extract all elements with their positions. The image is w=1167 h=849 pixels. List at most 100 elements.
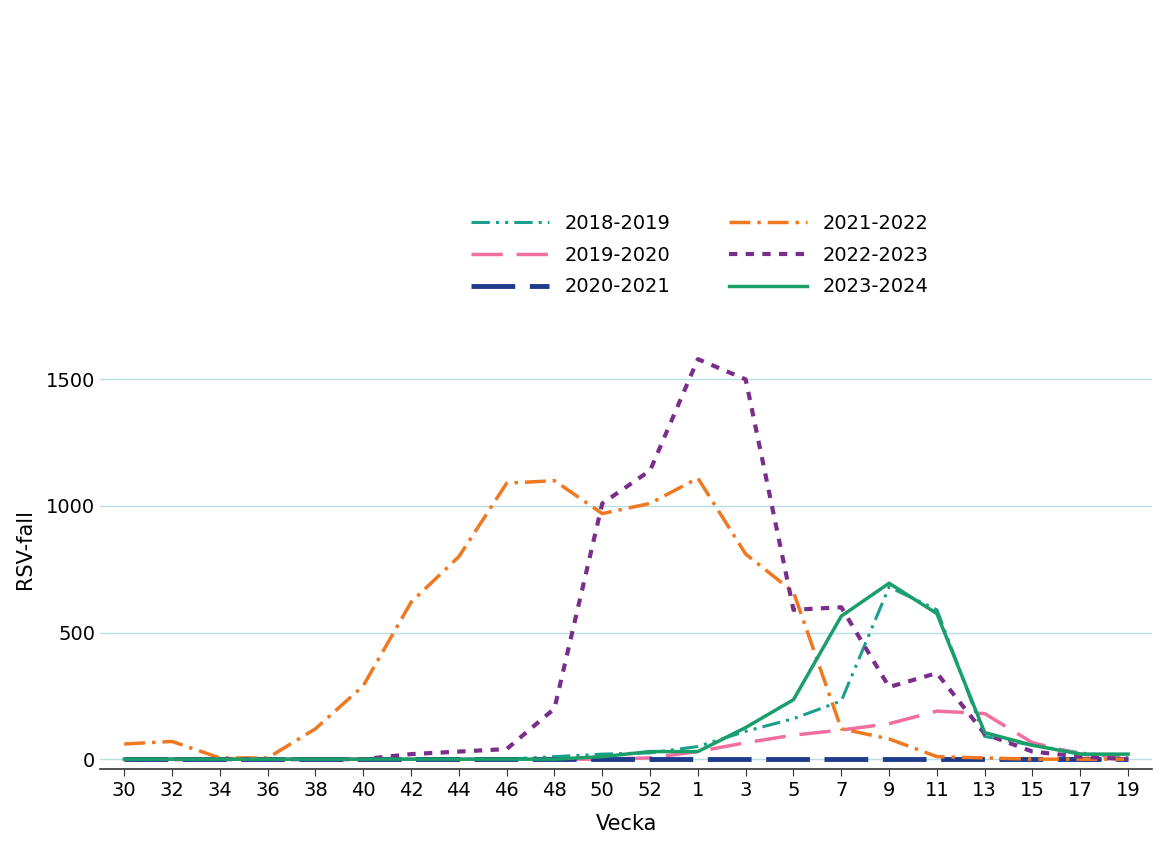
2022-2023 [499,744,513,754]
2020-2021 [595,754,609,764]
2020-2021 [1026,754,1040,764]
2021-2022 [739,549,753,559]
2019-2020 [1026,738,1040,748]
2020-2021 [547,754,561,764]
2021-2022 [691,473,705,483]
2023-2024 [739,722,753,733]
2018-2019 [117,754,131,764]
2023-2024 [356,754,370,764]
2023-2024 [643,746,657,756]
2019-2020 [452,754,466,764]
2018-2019 [691,741,705,751]
2018-2019 [978,731,992,741]
2021-2022 [404,597,418,607]
2021-2022 [356,681,370,691]
2021-2022 [260,753,274,763]
2019-2020 [260,754,274,764]
2020-2021 [452,754,466,764]
2023-2024 [212,754,226,764]
2021-2022 [452,552,466,562]
2019-2020 [547,754,561,764]
Legend: 2018-2019, 2019-2020, 2020-2021, 2021-2022, 2022-2023, 2023-2024: 2018-2019, 2019-2020, 2020-2021, 2021-20… [463,206,936,304]
2019-2020 [1121,754,1135,764]
2022-2023 [404,749,418,759]
Line: 2022-2023: 2022-2023 [124,359,1128,759]
2019-2020 [978,709,992,719]
2021-2022 [165,736,179,746]
2022-2023 [547,704,561,714]
2020-2021 [1121,754,1135,764]
2018-2019 [452,754,466,764]
2022-2023 [260,754,274,764]
2019-2020 [787,730,801,740]
2023-2024 [499,754,513,764]
2023-2024 [308,754,322,764]
2020-2021 [882,754,896,764]
2020-2021 [834,754,848,764]
2023-2024 [1074,749,1088,759]
2022-2023 [212,754,226,764]
2020-2021 [308,754,322,764]
2023-2024 [691,746,705,756]
2022-2023 [165,754,179,764]
2021-2022 [643,498,657,509]
2020-2021 [739,754,753,764]
2019-2020 [404,754,418,764]
2021-2022 [978,753,992,763]
2022-2023 [739,374,753,385]
2018-2019 [404,754,418,764]
2021-2022 [787,587,801,597]
2019-2020 [499,754,513,764]
2023-2024 [882,578,896,588]
2020-2021 [930,754,944,764]
2023-2024 [595,751,609,762]
2023-2024 [404,754,418,764]
2022-2023 [308,754,322,764]
2018-2019 [930,604,944,615]
2021-2022 [308,723,322,734]
2022-2023 [1121,754,1135,764]
2020-2021 [1074,754,1088,764]
2021-2022 [834,723,848,734]
2018-2019 [643,748,657,758]
2022-2023 [643,465,657,475]
2022-2023 [691,354,705,364]
2023-2024 [117,754,131,764]
2021-2022 [1074,754,1088,764]
2019-2020 [165,754,179,764]
Line: 2018-2019: 2018-2019 [124,587,1128,759]
2018-2019 [260,754,274,764]
2022-2023 [978,728,992,739]
2023-2024 [165,754,179,764]
2022-2023 [1074,751,1088,762]
2021-2022 [499,478,513,488]
2020-2021 [787,754,801,764]
2022-2023 [595,498,609,509]
2021-2022 [212,753,226,763]
2021-2022 [1121,754,1135,764]
Line: 2023-2024: 2023-2024 [124,583,1128,759]
2019-2020 [691,746,705,756]
2023-2024 [452,754,466,764]
2018-2019 [739,726,753,736]
2020-2021 [691,754,705,764]
2018-2019 [499,754,513,764]
X-axis label: Vecka: Vecka [595,814,657,834]
2019-2020 [739,738,753,748]
2020-2021 [404,754,418,764]
2018-2019 [1026,740,1040,751]
2019-2020 [1074,749,1088,759]
2019-2020 [930,706,944,717]
2018-2019 [595,749,609,759]
2021-2022 [117,739,131,749]
2018-2019 [308,754,322,764]
2019-2020 [882,718,896,728]
2019-2020 [356,754,370,764]
2022-2023 [834,602,848,612]
2021-2022 [930,751,944,762]
2020-2021 [978,754,992,764]
2023-2024 [547,754,561,764]
2022-2023 [930,668,944,678]
2022-2023 [117,754,131,764]
2022-2023 [882,682,896,692]
